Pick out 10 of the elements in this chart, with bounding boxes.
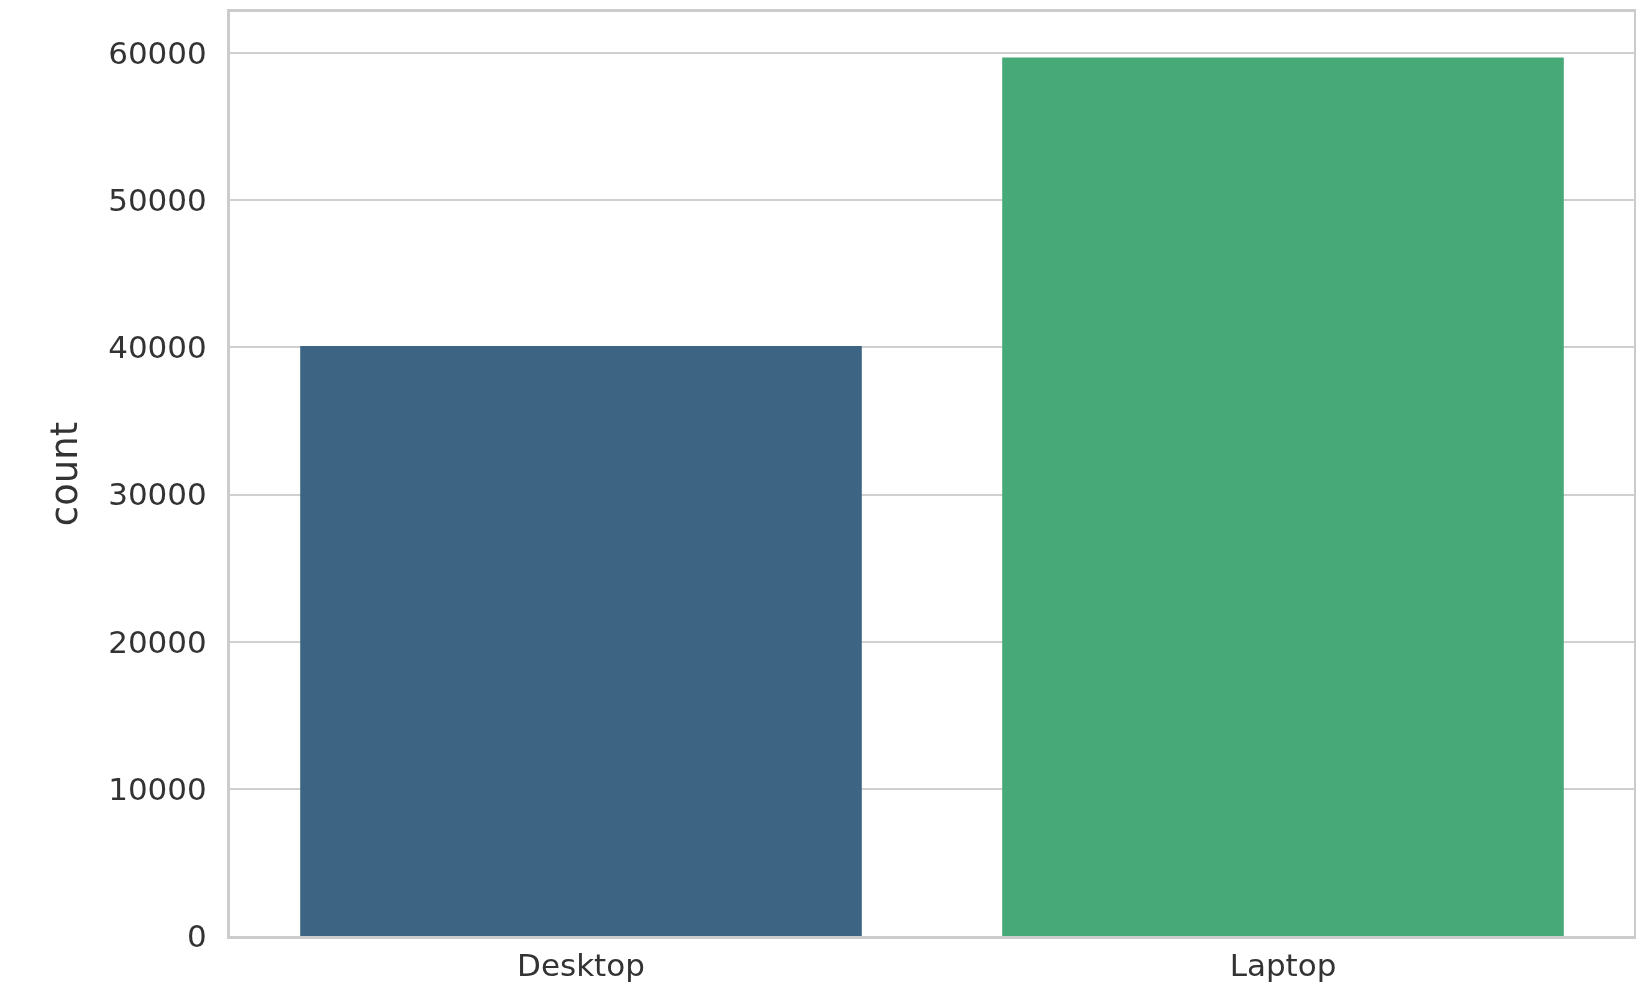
- y-tick-label: 40000: [108, 329, 207, 366]
- x-tick-label: Laptop: [1229, 947, 1337, 984]
- x-tick-label: Desktop: [517, 947, 645, 984]
- y-tick-label: 60000: [108, 35, 207, 72]
- y-axis-title: count: [42, 421, 86, 527]
- y-tick-label: 30000: [108, 476, 207, 513]
- y-tick-label: 10000: [108, 770, 207, 807]
- y-tick-label: 50000: [108, 182, 207, 219]
- y-tick-label: 20000: [108, 623, 207, 660]
- y-tick-label: 0: [187, 917, 207, 954]
